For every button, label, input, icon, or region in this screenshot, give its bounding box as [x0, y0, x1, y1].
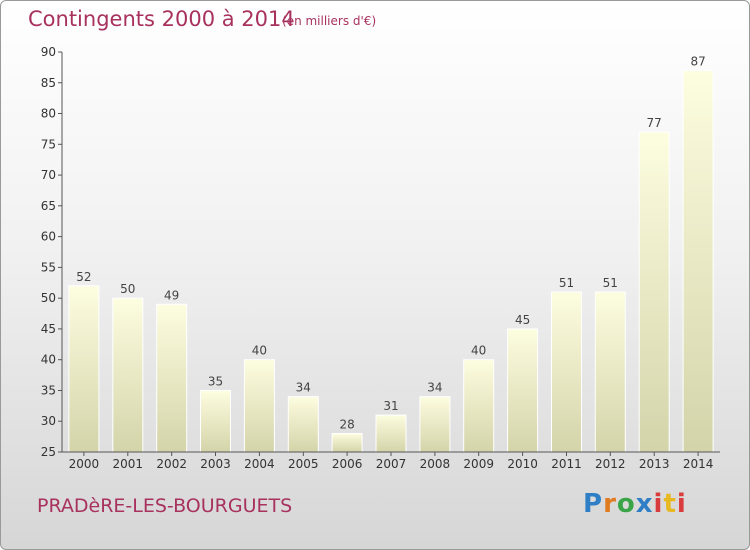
x-tick-label-2012: 2012 [595, 457, 626, 471]
data-label-2001: 50 [120, 282, 135, 296]
y-tick-label-90: 90 [41, 45, 56, 59]
bar-2009 [463, 359, 495, 453]
logo-letter: t [663, 489, 677, 519]
place-name: PRADèRE-LES-BOURGUETS [37, 495, 293, 517]
logo-letter: x [635, 489, 654, 519]
bar-2014 [682, 70, 714, 453]
data-label-2008: 34 [427, 381, 442, 395]
x-tick-label-2000: 2000 [69, 457, 100, 471]
bar-2000 [68, 285, 100, 453]
x-tick-label-2011: 2011 [551, 457, 582, 471]
bar-2004 [243, 359, 275, 453]
y-tick-label-35: 35 [41, 384, 56, 398]
data-label-2011: 51 [559, 276, 574, 290]
data-label-2007: 31 [383, 399, 398, 413]
x-tick-label-2014: 2014 [683, 457, 714, 471]
y-tick-label-80: 80 [41, 107, 56, 121]
data-label-2010: 45 [515, 313, 530, 327]
bar-2007 [375, 414, 407, 453]
bar-2013 [638, 131, 670, 453]
x-tick-label-2009: 2009 [463, 457, 494, 471]
y-tick-label-30: 30 [41, 414, 56, 428]
data-label-2009: 40 [471, 344, 486, 358]
logo-letter: r [603, 489, 617, 519]
y-tick-label-55: 55 [41, 260, 56, 274]
chart-subtitle: (en milliers d'€) [282, 14, 377, 28]
x-tick-label-2013: 2013 [639, 457, 670, 471]
logo-letter: P [583, 489, 604, 519]
data-label-2000: 52 [76, 270, 91, 284]
x-tick-label-2008: 2008 [420, 457, 451, 471]
data-label-2012: 51 [603, 276, 618, 290]
x-tick-label-2005: 2005 [288, 457, 319, 471]
y-tick-label-40: 40 [41, 353, 56, 367]
bar-2001 [112, 297, 144, 453]
logo-letter: i [676, 489, 687, 519]
logo-letter: o [616, 489, 636, 519]
y-tick-label-65: 65 [41, 199, 56, 213]
x-tick-label-2004: 2004 [244, 457, 275, 471]
chart-title: Contingents 2000 à 2014 [28, 7, 295, 31]
bar-2011 [551, 291, 582, 453]
x-tick-label-2003: 2003 [200, 457, 231, 471]
x-tick-label-2001: 2001 [113, 457, 144, 471]
bar-2006 [331, 433, 363, 453]
y-tick-label-60: 60 [41, 230, 56, 244]
data-label-2002: 49 [164, 288, 179, 302]
y-tick-label-25: 25 [41, 445, 56, 459]
bar-2002 [156, 303, 188, 453]
data-label-2006: 28 [339, 418, 354, 432]
data-label-2014: 87 [690, 55, 705, 69]
data-label-2004: 40 [252, 344, 267, 358]
y-tick-label-70: 70 [41, 168, 56, 182]
data-label-2013: 77 [647, 116, 662, 130]
logo-letter: i [653, 489, 664, 519]
x-tick-label-2002: 2002 [156, 457, 187, 471]
x-tick-label-2006: 2006 [332, 457, 363, 471]
bar-2003 [200, 390, 231, 453]
proxiti-logo[interactable]: Proxiti [583, 489, 687, 519]
bar-2005 [287, 396, 319, 453]
y-tick-label-45: 45 [41, 322, 56, 336]
bar-2012 [594, 291, 626, 453]
y-tick-label-50: 50 [41, 291, 56, 305]
y-tick-label-75: 75 [41, 137, 56, 151]
bar-2008 [419, 396, 451, 453]
data-label-2005: 34 [296, 381, 311, 395]
x-tick-label-2010: 2010 [507, 457, 538, 471]
bar-2010 [507, 328, 539, 453]
x-tick-label-2007: 2007 [376, 457, 407, 471]
data-label-2003: 35 [208, 375, 223, 389]
y-tick-label-85: 85 [41, 76, 56, 90]
